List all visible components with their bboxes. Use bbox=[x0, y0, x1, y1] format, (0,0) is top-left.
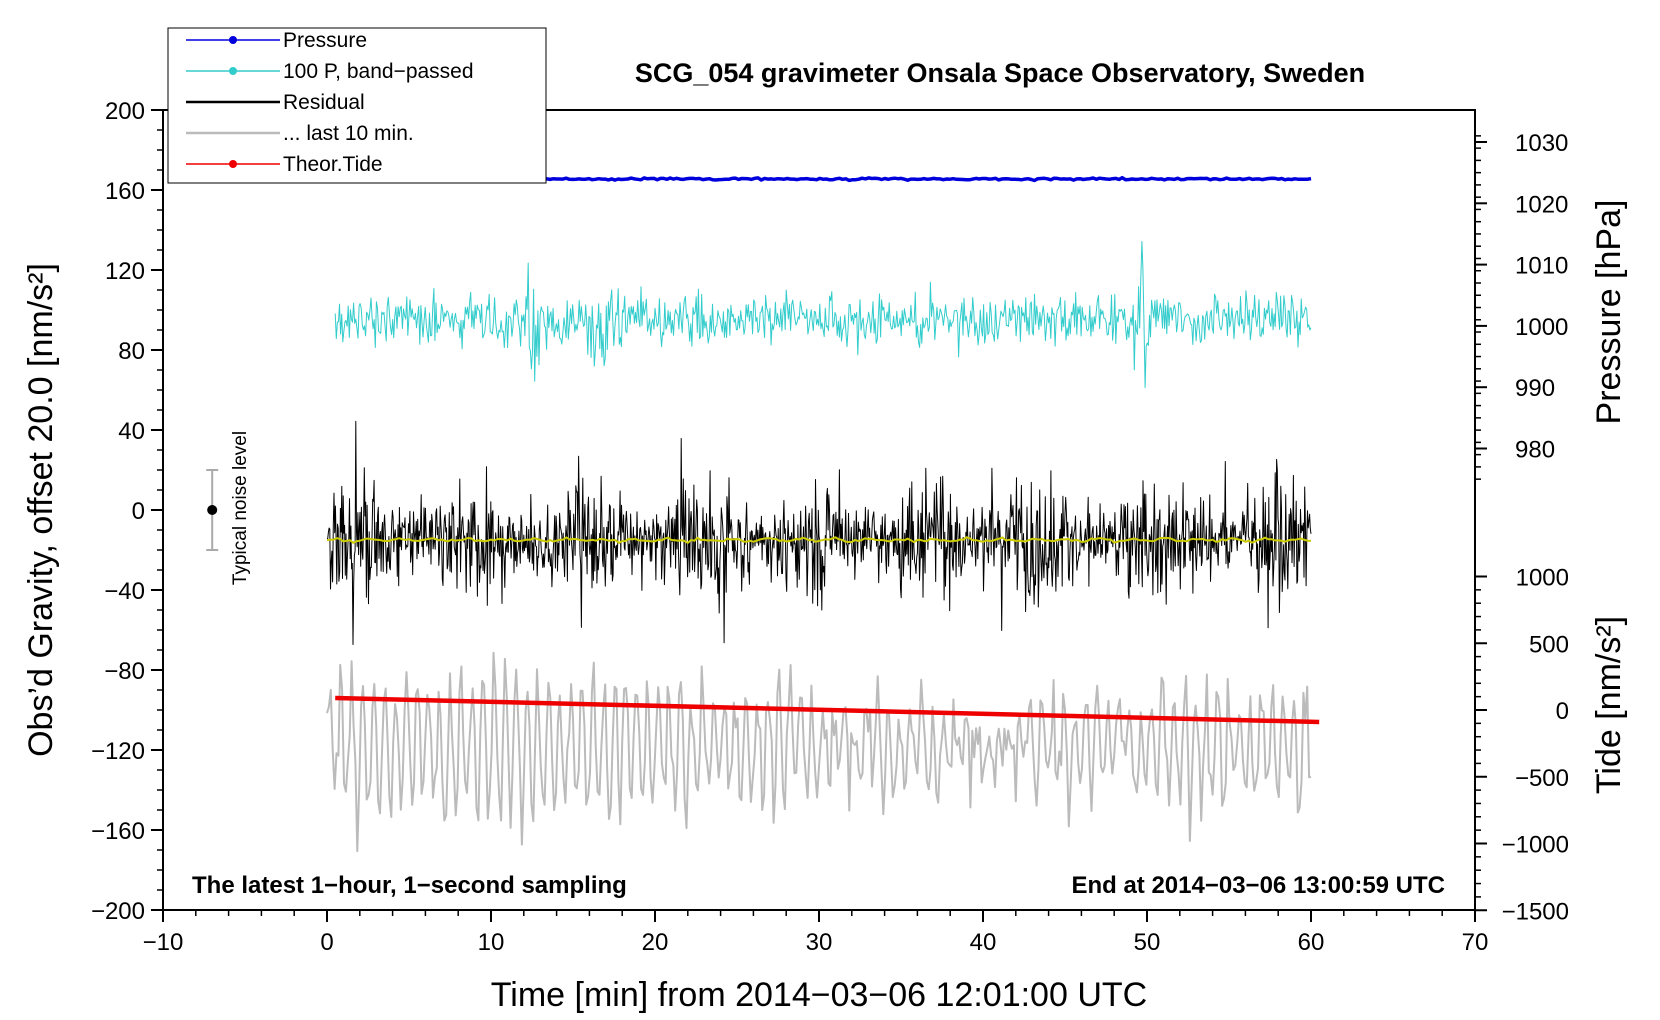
y-tide-tick-label: 1000 bbox=[1516, 565, 1569, 592]
y-pressure-tick-label: 1010 bbox=[1515, 253, 1568, 280]
y-pressure-tick-label: 990 bbox=[1515, 375, 1555, 402]
y-tide-tick-label: −500 bbox=[1515, 765, 1569, 792]
legend-label: ... last 10 min. bbox=[283, 122, 414, 145]
trace-layer bbox=[326, 175, 1320, 853]
y-left-tick-label: −80 bbox=[104, 658, 145, 685]
x-tick-label: 20 bbox=[642, 929, 669, 956]
y-tide-tick-label: −1000 bbox=[1502, 832, 1569, 859]
end-time-note: End at 2014−03−06 13:00:59 UTC bbox=[1071, 872, 1445, 899]
y-pressure-tick-label: 1030 bbox=[1515, 130, 1568, 157]
x-tick-label: 60 bbox=[1298, 929, 1325, 956]
y-tide-tick-label: 500 bbox=[1529, 631, 1569, 658]
trace-residual bbox=[326, 420, 1312, 645]
noise-bar-center-dot bbox=[207, 505, 218, 515]
y-left-tick-label: 120 bbox=[105, 258, 145, 285]
x-axis-ticks: −10 0 10 20 30 40 50 60 70 bbox=[143, 910, 1489, 956]
y-left-tick-label: −40 bbox=[104, 578, 145, 605]
chart-title: SCG_054 gravimeter Onsala Space Observat… bbox=[635, 58, 1365, 88]
legend-entries: Pressure 100 P, band−passed Residual ... la… bbox=[186, 29, 474, 176]
y-left-tick-label: 0 bbox=[132, 498, 145, 525]
legend: Pressure 100 P, band−passed Residual ... la… bbox=[167, 27, 547, 184]
y-pressure-tick-label: 980 bbox=[1515, 437, 1555, 464]
y-left-tick-label: 80 bbox=[118, 338, 145, 365]
x-tick-label: 0 bbox=[320, 929, 333, 956]
x-tick-label: −10 bbox=[143, 929, 184, 956]
y-pressure-tick-label: 1020 bbox=[1515, 191, 1568, 218]
legend-label: Pressure bbox=[283, 29, 367, 52]
x-tick-label: 70 bbox=[1462, 929, 1489, 956]
trace-band-passed bbox=[334, 241, 1312, 389]
y-pressure-axis-ticks: 980 990 1000 1010 1020 1030 bbox=[1475, 130, 1568, 480]
legend-marker bbox=[229, 160, 237, 168]
x-axis-label: Time [min] from 2014−03−06 12:01:00 UTC bbox=[491, 976, 1147, 1014]
legend-label: 100 P, band−passed bbox=[283, 60, 474, 83]
y-left-tick-label: −160 bbox=[91, 818, 145, 845]
y-tide-tick-label: 0 bbox=[1556, 698, 1569, 725]
legend-marker bbox=[229, 36, 237, 44]
trace-theor-tide bbox=[335, 695, 1320, 725]
y-tide-axis-ticks: −1500 −1000 −500 0 500 1000 bbox=[1475, 565, 1569, 925]
y-left-tick-label: −200 bbox=[91, 898, 145, 925]
noise-indicator: Typical noise level bbox=[206, 431, 251, 585]
y-left-axis-label: Obs’d Gravity, offset 20.0 [nm/s²] bbox=[22, 263, 60, 757]
trace-last-10-min bbox=[326, 651, 1312, 853]
trace-residual-smoothed bbox=[326, 536, 1312, 544]
y-pressure-tick-label: 1000 bbox=[1515, 314, 1568, 341]
y-left-tick-label: 200 bbox=[105, 98, 145, 125]
noise-label: Typical noise level bbox=[230, 431, 251, 585]
legend-marker bbox=[229, 67, 237, 75]
legend-box bbox=[167, 27, 547, 184]
x-tick-label: 30 bbox=[806, 929, 833, 956]
x-tick-label: 10 bbox=[478, 929, 505, 956]
y-pressure-axis-label: Pressure [hPa] bbox=[1590, 200, 1628, 425]
x-tick-label: 40 bbox=[970, 929, 997, 956]
y-tide-axis-label: Tide [nm/s²] bbox=[1590, 616, 1628, 794]
legend-label: Theor.Tide bbox=[283, 153, 383, 176]
sampling-note: The latest 1−hour, 1−second sampling bbox=[192, 872, 627, 899]
y-left-axis-ticks: −200 −160 −120 −80 −40 0 40 80 120 160 200 bbox=[91, 98, 163, 925]
y-left-tick-label: −120 bbox=[91, 738, 145, 765]
y-left-tick-label: 40 bbox=[118, 418, 145, 445]
x-tick-label: 50 bbox=[1134, 929, 1161, 956]
y-tide-tick-label: −1500 bbox=[1502, 898, 1569, 925]
y-left-tick-label: 160 bbox=[105, 178, 145, 205]
legend-label: Residual bbox=[283, 91, 365, 114]
